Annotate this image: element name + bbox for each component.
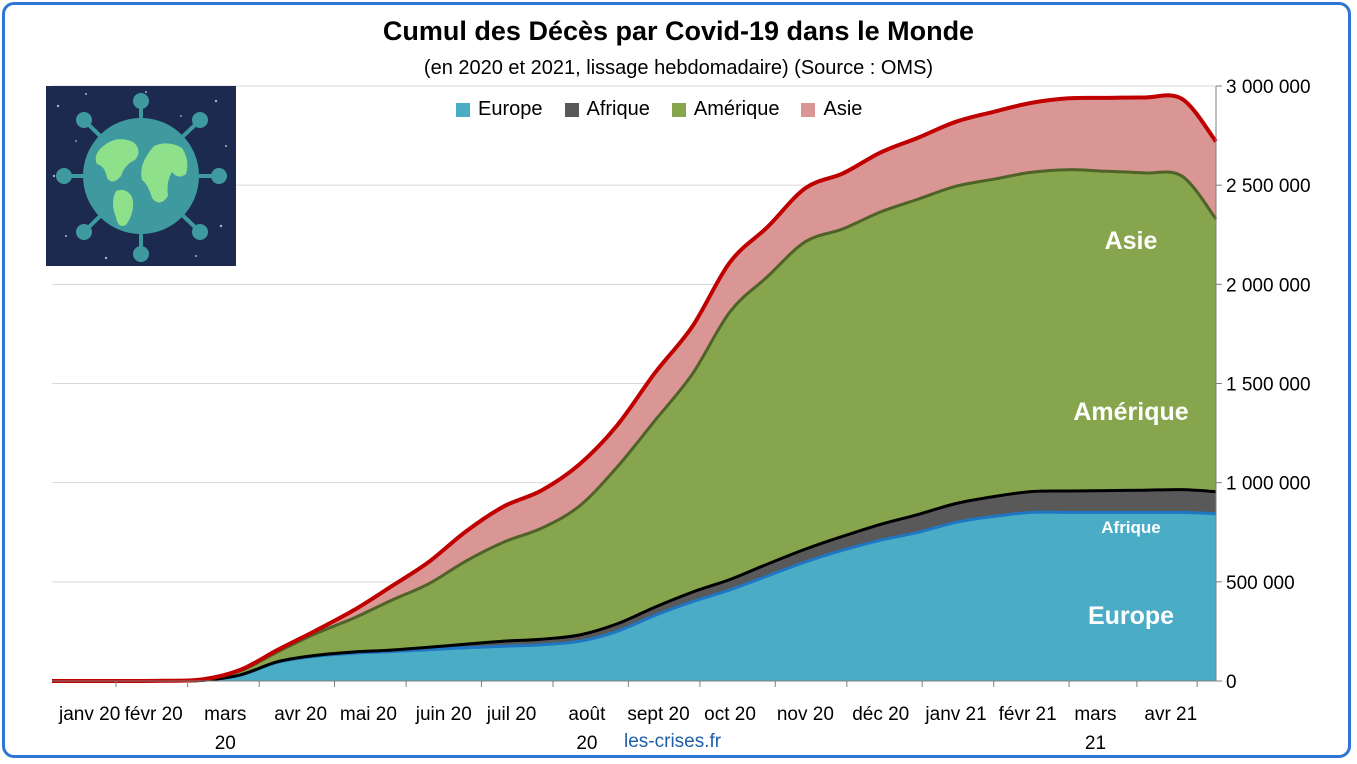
x-tick-label-line2: 20 <box>576 733 597 754</box>
y-tick-label: 500 000 <box>1226 573 1295 594</box>
y-tick-label: 1 000 000 <box>1226 474 1311 495</box>
x-tick-label: janv 21 <box>924 704 986 725</box>
x-tick-label: mai 20 <box>340 704 397 725</box>
area-amerique <box>52 169 1216 682</box>
x-tick-label: janv 20 <box>58 704 120 725</box>
x-tick-label-line2: 21 <box>1085 733 1106 754</box>
y-tick-label: 0 <box>1226 672 1237 693</box>
source-label: les-crises.fr <box>624 731 722 752</box>
y-tick-label: 3 000 000 <box>1226 77 1311 98</box>
legend-swatch-amerique <box>671 102 686 117</box>
legend-label-asie: Asie <box>823 98 863 120</box>
virus-globe-image <box>46 86 236 266</box>
legend-label-europe: Europe <box>478 98 543 120</box>
x-tick-label: févr 21 <box>999 704 1057 725</box>
legend-swatch-asie <box>801 102 816 117</box>
area-afrique <box>52 489 1216 682</box>
chart-legend: Europe Afrique Amérique Asie <box>456 98 862 121</box>
area-asie <box>52 95 1216 682</box>
x-tick-label-line2: 20 <box>215 733 236 754</box>
area-label: Amérique <box>1073 398 1188 426</box>
area-label: Afrique <box>1101 518 1161 537</box>
x-tick-label: avr 21 <box>1144 704 1197 725</box>
x-tick-label: juin 20 <box>415 704 472 725</box>
area-label: Europe <box>1088 602 1174 630</box>
legend-swatch-europe <box>456 102 470 117</box>
x-tick-label: août <box>568 704 606 725</box>
legend-item-asie: Asie <box>801 98 862 121</box>
x-tick-label: avr 20 <box>274 704 327 725</box>
chart-subtitle: (en 2020 et 2021, lissage hebdomadaire) … <box>423 57 934 79</box>
y-tick-label: 1 500 000 <box>1226 375 1311 396</box>
x-tick-label: nov 20 <box>777 704 834 725</box>
line-asie <box>51 93 1218 683</box>
x-tick-label: oct 20 <box>704 704 756 725</box>
x-tick-label: sept 20 <box>627 704 689 725</box>
chart-title: Cumul des Décès par Covid-19 dans le Mon… <box>382 16 975 46</box>
legend-item-europe: Europe <box>456 98 543 121</box>
legend-item-afrique: Afrique <box>564 98 650 121</box>
x-tick-label: mars <box>1074 704 1116 725</box>
x-tick-label: févr 20 <box>125 704 183 725</box>
y-tick-label: 2 000 000 <box>1226 275 1311 296</box>
y-tick-label: 2 500 000 <box>1226 176 1311 197</box>
area-europe <box>52 512 1216 682</box>
legend-item-amerique: Amérique <box>671 98 780 121</box>
legend-label-amerique: Amérique <box>693 98 780 120</box>
area-label: Asie <box>1105 227 1158 255</box>
legend-label-afrique: Afrique <box>586 98 650 120</box>
x-tick-label: mars <box>204 704 246 725</box>
x-tick-label: juil 20 <box>486 704 537 725</box>
legend-swatch-afrique <box>564 102 579 117</box>
line-afrique <box>51 488 1217 683</box>
x-tick-label: déc 20 <box>852 704 909 725</box>
